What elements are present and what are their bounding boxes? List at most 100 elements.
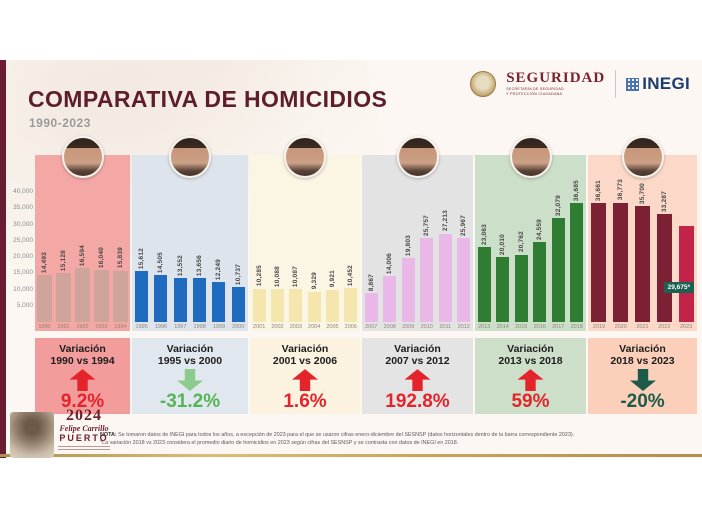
bar-value-label: 13,656 (196, 254, 204, 276)
year-label-2006: 2006 (344, 324, 357, 330)
period-panel-2013-2018: 23,063 20,010 20,762 24,559 32,079 36,685 2013… (475, 155, 586, 331)
variation-range: 1990 vs 1994 (50, 355, 115, 368)
variation-title: Variación (59, 343, 106, 355)
bar-2015 (514, 254, 528, 322)
years-row: 2019 2020 2021 2022 2023 (588, 324, 697, 330)
bar-value-label: 13,552 (176, 254, 184, 276)
bar-2001 (252, 288, 266, 322)
bar-2003 (289, 289, 303, 322)
variation-box-2007-vs-2012: Variación 2007 vs 2012 192.8% (362, 338, 473, 414)
year-label-2012: 2012 (457, 324, 470, 330)
inegi-grid-icon (626, 77, 640, 91)
bar-cell-1990: 14,493 (35, 252, 54, 322)
period-panel-2001-2006: 10,285 10,088 10,087 9,329 9,921 10,452 2001 20… (250, 155, 360, 331)
bar-2017 (551, 217, 565, 322)
arrow-up-icon (292, 369, 318, 392)
president-photo-2001-2006 (284, 136, 326, 178)
footer-name-line1: Felipe Carrillo (59, 424, 109, 433)
bar-value-label: 10,285 (255, 265, 263, 287)
footer-name-line2: PUERTO (59, 433, 109, 443)
bar-2007 (364, 293, 378, 322)
bar-cell-2008: 14,006 (381, 253, 400, 322)
variation-range: 2001 vs 2006 (272, 355, 338, 368)
bar-value-label: 36,685 (573, 179, 581, 201)
bar-2023 (678, 225, 694, 322)
bar-cell-1999: 12,249 (209, 259, 228, 322)
seguridad-logo: SEGURIDAD SECRETARÍA DE SEGURIDAD Y PROT… (506, 71, 605, 96)
bar-1997 (173, 277, 187, 322)
bar-2009 (401, 257, 415, 322)
bar-2004 (307, 291, 321, 322)
bar-cell-2001: 10,285 (250, 265, 268, 322)
president-photo-1990-1994 (61, 136, 104, 178)
year-label-1996: 1996 (154, 324, 168, 330)
bar-cell-2018: 36,685 (568, 180, 587, 322)
bar-cell-2020: 36,773 (610, 179, 632, 322)
year-label-2022: 2022 (658, 324, 671, 330)
footnote-label: NOTA: (100, 432, 117, 438)
bar-2000 (231, 287, 245, 322)
bars-row: 15,612 14,505 13,552 13,656 12,249 10,737 (132, 248, 248, 322)
footer-caption-decoration (58, 445, 110, 450)
year-label-2017: 2017 (552, 324, 565, 330)
year-label-2005: 2005 (326, 324, 339, 330)
bar-cell-2000: 10,737 (229, 264, 248, 322)
bar-value-label: 14,006 (386, 253, 394, 275)
arrow-up-icon (69, 369, 96, 392)
variation-title: Variación (619, 343, 666, 355)
bar-1991 (56, 272, 71, 322)
variation-percent: -31.2% (159, 391, 221, 413)
bar-cell-1994: 15,839 (111, 247, 130, 322)
bar-value-label: 8,867 (367, 273, 375, 292)
slide: COMPARATIVA DE HOMICIDIOS 1990-2023 SEGU… (0, 60, 702, 458)
year-label-2011: 2011 (439, 324, 452, 330)
years-row: 1995 1996 1997 1998 1999 2000 (132, 324, 248, 330)
year-label-2001: 2001 (253, 324, 266, 330)
bar-2018 (570, 202, 584, 322)
bars-row: 8,867 14,006 19,803 25,757 27,213 25,967 (362, 210, 473, 322)
footnote: NOTA: Se tomaron datos de INEGI para tod… (100, 431, 692, 447)
year-label-1994: 1994 (114, 324, 127, 330)
bar-cell-2017: 32,079 (549, 195, 568, 322)
bar-1990 (37, 274, 52, 322)
bar-1996 (154, 274, 168, 322)
year-label-2019: 2019 (592, 324, 606, 330)
footer-2024-text: 2024 Felipe Carrillo PUERTO (58, 408, 110, 450)
year-label-1998: 1998 (193, 324, 206, 330)
y-axis-tick: 35,000 (13, 204, 33, 212)
bar-2010 (420, 238, 434, 322)
bar-value-label: 16,040 (98, 246, 105, 268)
bar-value-label: 24,559 (536, 219, 544, 241)
variation-title: Variación (507, 343, 554, 355)
bar-1992 (75, 268, 90, 322)
bar-cell-1996: 14,505 (151, 252, 170, 322)
variation-box-1990-vs-1994: Variación 1990 vs 1994 9.2% (35, 338, 130, 414)
years-row: 1990 1991 1992 1993 1994 (35, 324, 130, 330)
period-panel-1990-1994: 14,493 15,128 16,594 16,040 15,839 1990 1991 19… (35, 155, 130, 331)
arrow-up-icon (404, 369, 431, 392)
bar-cell-2021: 35,700 (632, 183, 654, 322)
y-axis-tick: 10,000 (13, 285, 33, 293)
year-label-2004: 2004 (308, 324, 321, 330)
bar-1999 (212, 282, 226, 322)
bar-cell-1998: 13,656 (190, 255, 209, 322)
bar-2014 (496, 256, 510, 322)
year-label-1999: 1999 (212, 324, 226, 330)
bars-row: 14,493 15,128 16,594 16,040 15,839 (35, 245, 130, 322)
variation-box-1995-vs-2000: Variación 1995 vs 2000 -31.2% (132, 338, 248, 414)
bar-cell-2002: 10,088 (268, 266, 286, 322)
year-label-1993: 1993 (95, 324, 108, 330)
seguridad-logo-name: SEGURIDAD (506, 70, 606, 87)
year-label-2008: 2008 (383, 324, 396, 330)
bar-2019 (591, 202, 607, 322)
bar-cell-2023 (675, 225, 697, 322)
y-axis-tick: 20,000 (13, 253, 33, 260)
arrow-down-icon (177, 369, 203, 391)
year-label-2020: 2020 (614, 324, 627, 330)
bar-cell-2006: 10,452 (342, 265, 360, 322)
bar-cell-2015: 20,762 (512, 231, 531, 322)
bar-cell-2014: 20,010 (494, 234, 513, 322)
bar-value-label: 20,762 (517, 231, 525, 253)
year-label-2003: 2003 (289, 324, 302, 330)
bar-value-label: 15,612 (138, 248, 146, 270)
